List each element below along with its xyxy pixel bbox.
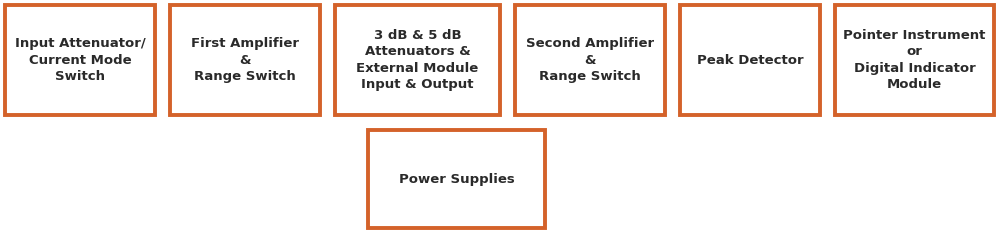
Text: Pointer Instrument
or
Digital Indicator
Module: Pointer Instrument or Digital Indicator … bbox=[843, 29, 986, 91]
Text: Peak Detector: Peak Detector bbox=[696, 54, 803, 66]
Text: 3 dB & 5 dB
Attenuators &
External Module
Input & Output: 3 dB & 5 dB Attenuators & External Modul… bbox=[357, 29, 479, 91]
Bar bbox=[5, 5, 155, 115]
Text: Second Amplifier
&
Range Switch: Second Amplifier & Range Switch bbox=[525, 37, 654, 83]
Text: Input Attenuator/
Current Mode
Switch: Input Attenuator/ Current Mode Switch bbox=[15, 37, 146, 83]
Bar bbox=[368, 130, 545, 228]
Bar bbox=[515, 5, 665, 115]
Bar bbox=[335, 5, 500, 115]
Bar bbox=[835, 5, 994, 115]
Text: First Amplifier
&
Range Switch: First Amplifier & Range Switch bbox=[191, 37, 299, 83]
Text: Power Supplies: Power Supplies bbox=[399, 172, 514, 186]
Bar bbox=[680, 5, 820, 115]
Bar bbox=[170, 5, 320, 115]
